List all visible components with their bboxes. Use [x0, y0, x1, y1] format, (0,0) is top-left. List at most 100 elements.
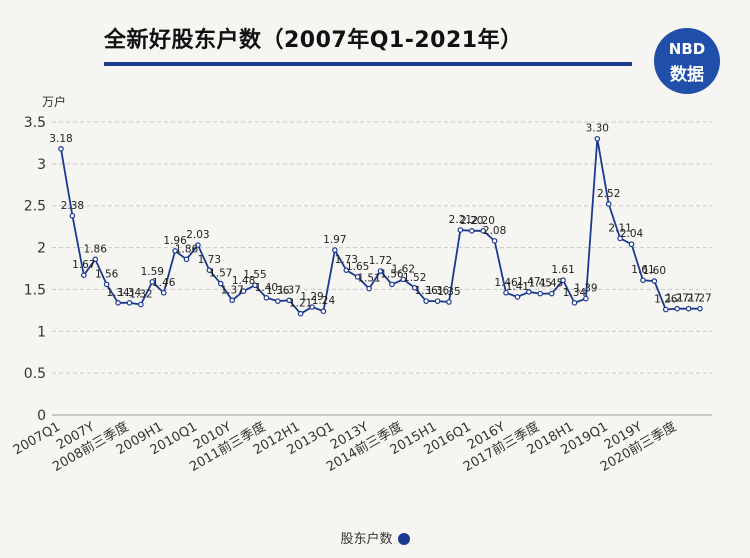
data-point	[571, 300, 578, 306]
data-point	[605, 201, 612, 207]
data-label: 2.20	[460, 215, 483, 227]
data-point	[400, 276, 407, 283]
data-point	[81, 272, 87, 278]
data-label: 1.21	[289, 298, 312, 310]
data-point	[423, 298, 429, 304]
y-axis-ticks: 0 0.5 1 1.5 2 2.5 3 3.5	[24, 115, 46, 424]
data-label: 1.62	[392, 263, 415, 275]
data-point	[309, 304, 315, 310]
data-point	[69, 212, 76, 219]
data-label: 1.35	[437, 286, 460, 298]
data-point	[491, 238, 498, 244]
data-point	[263, 294, 270, 301]
data-label: 3.18	[49, 133, 72, 145]
data-point	[480, 228, 486, 234]
data-label: 1.27	[677, 293, 700, 305]
y-tick-label: 0.5	[24, 366, 46, 382]
data-label: 1.65	[346, 261, 369, 273]
data-label: 1.73	[335, 254, 358, 266]
data-label: 1.56	[95, 268, 119, 280]
data-label: 1.57	[209, 268, 232, 280]
data-label: 2.08	[483, 225, 506, 237]
data-label: 1.24	[312, 295, 336, 307]
y-tick-label: 3.5	[24, 115, 46, 131]
data-label: 1.61	[551, 264, 574, 276]
data-label: 1.45	[529, 278, 552, 290]
data-label: 1.34	[563, 287, 587, 299]
data-label: 2.38	[61, 200, 84, 212]
data-point	[628, 241, 635, 248]
data-point	[514, 294, 521, 300]
data-point	[229, 297, 235, 304]
data-point	[434, 298, 441, 304]
data-label: 1.86	[84, 243, 108, 255]
data-point	[160, 289, 167, 296]
data-label: 1.97	[323, 234, 346, 246]
data-label: 1.96	[163, 235, 187, 247]
y-tick-label: 2.5	[24, 199, 46, 215]
grid-lines	[52, 121, 712, 374]
data-label: 1.52	[403, 272, 426, 284]
data-label: 2.04	[620, 228, 644, 240]
data-point	[103, 281, 110, 288]
data-label: 1.36	[414, 285, 438, 297]
legend-marker	[397, 533, 410, 545]
x-axis-ticks: 2007Q12007Y2008前三季度2009H12010Q12010Y2011…	[11, 419, 679, 475]
data-label: 2.03	[186, 229, 209, 241]
data-point	[662, 306, 669, 313]
data-label: 1.39	[574, 283, 597, 295]
data-label: 1.46	[152, 277, 176, 289]
data-point	[343, 267, 350, 273]
data-label: 1.37	[278, 284, 301, 296]
data-label: 3.30	[586, 123, 609, 135]
data-label: 1.61	[631, 264, 654, 276]
y-tick-label: 1.5	[24, 282, 46, 298]
data-point	[651, 278, 658, 284]
nbd-logo: NBD 数据	[654, 28, 720, 94]
y-tick-label: 1	[37, 324, 46, 340]
data-point	[697, 305, 703, 312]
data-label: 1.32	[129, 288, 152, 300]
data-point	[446, 299, 452, 305]
data-point	[526, 289, 532, 295]
data-point	[548, 290, 555, 297]
data-label: 1.27	[688, 293, 711, 305]
data-label: 1.60	[643, 265, 666, 277]
data-label: 1.36	[426, 285, 450, 297]
data-label: 1.34	[118, 287, 142, 299]
data-point	[115, 300, 121, 306]
data-point	[252, 282, 258, 289]
data-label: 1.86	[175, 243, 199, 255]
data-label: 1.26	[654, 294, 678, 306]
logo-text-bottom: 数据	[670, 65, 704, 85]
data-label: 1.41	[506, 281, 529, 293]
y-tick-label: 2	[37, 241, 46, 257]
data-point	[195, 242, 201, 248]
data-label: 1.47	[517, 276, 540, 288]
data-point	[674, 305, 680, 312]
data-label: 1.48	[232, 275, 255, 287]
logo-text-top: NBD	[668, 40, 706, 58]
data-points	[58, 135, 703, 317]
legend: 股东户数	[0, 528, 750, 547]
data-point	[332, 247, 338, 253]
data-label: 1.37	[220, 284, 243, 296]
data-point	[537, 290, 544, 297]
data-label: 1.34	[106, 287, 130, 299]
data-label: 1.59	[141, 266, 164, 278]
data-point	[640, 277, 646, 284]
data-label: 2.52	[597, 188, 620, 200]
chart-title: 全新好股东户数（2007年Q1-2021年）	[104, 28, 523, 53]
data-point	[377, 268, 384, 274]
y-axis-label: 万户	[42, 94, 66, 109]
data-point	[149, 279, 156, 285]
data-point	[583, 295, 589, 302]
data-label: 1.72	[369, 255, 392, 267]
data-point	[457, 227, 464, 233]
data-point	[183, 256, 190, 263]
data-point	[297, 310, 304, 317]
data-label: 1.27	[665, 293, 688, 305]
data-point	[389, 281, 395, 288]
data-point	[503, 289, 509, 296]
data-label: 1.73	[198, 254, 221, 266]
